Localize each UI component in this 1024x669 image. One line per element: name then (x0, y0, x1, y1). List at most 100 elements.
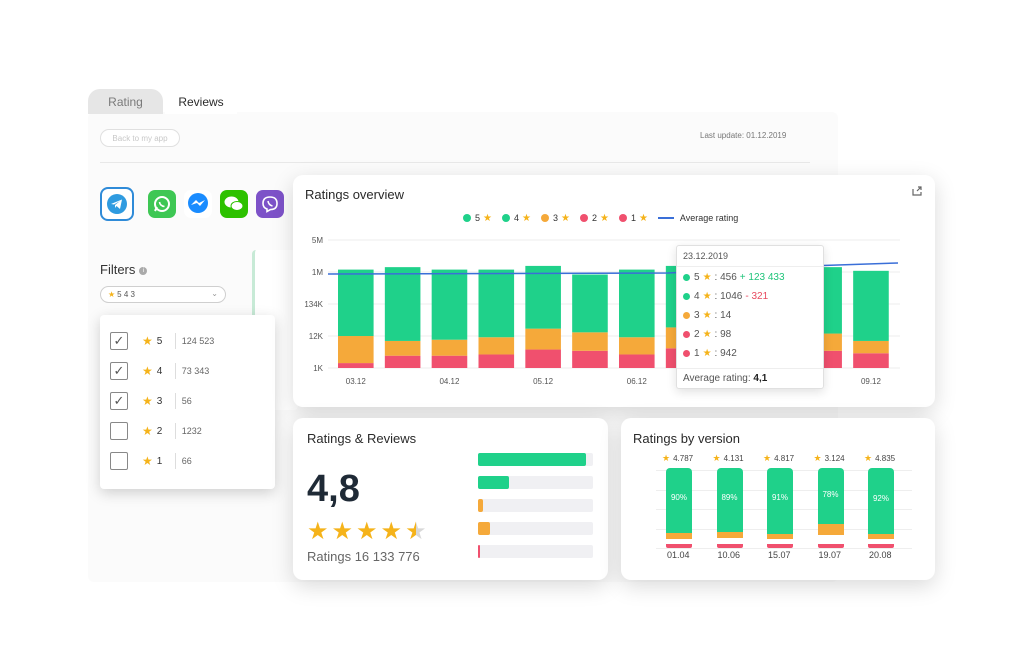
legend-label: 5 (475, 213, 481, 223)
app-viber[interactable] (256, 190, 284, 218)
version-bar-negative (666, 544, 692, 548)
legend-item-3[interactable]: 3 ★ (540, 213, 570, 224)
chevron-down-icon: ⌄ (211, 289, 218, 298)
bar-segment-2-1 (525, 349, 561, 368)
version-bar: 90% (666, 468, 692, 548)
version-rating-value: 4.131 (723, 454, 744, 463)
tab-reviews[interactable]: Reviews (165, 89, 237, 114)
tooltip-delta: + 123 433 (739, 272, 785, 283)
legend-item-average[interactable]: Average rating (657, 213, 738, 223)
checkbox[interactable] (110, 452, 128, 470)
tooltip-stars: 4 (694, 291, 700, 302)
tooltip-dot (683, 293, 690, 300)
tooltip-dot (683, 312, 690, 319)
version-bar-neutral (817, 524, 844, 535)
tooltip-average-label: Average rating: (683, 373, 751, 384)
y-tick-label: 1M (312, 268, 323, 277)
filter-option-stars: 4 (156, 365, 163, 377)
version-percent: 91% (771, 493, 788, 503)
checkbox[interactable] (110, 422, 128, 440)
version-label: 01.04 (667, 550, 690, 560)
legend-dot (463, 214, 471, 222)
distribution-bar (478, 476, 593, 489)
app-messenger[interactable] (184, 190, 212, 218)
chart-tooltip: 23.12.2019 5 ★: 456 + 123 433 4 ★: 1046- 32… (676, 245, 824, 389)
tooltip-value: : 1046 (714, 291, 743, 302)
tooltip-stars: 1 (694, 348, 700, 359)
version-percent: 89% (721, 492, 738, 502)
filter-option-5[interactable]: ✓ ★ 5 124 523 (110, 331, 270, 351)
app-whatsapp[interactable] (148, 190, 176, 218)
star-icon: ★ (142, 454, 153, 468)
checkbox[interactable]: ✓ (110, 362, 128, 380)
filter-select[interactable]: ★ 5 4 3 ⌄ (100, 286, 226, 303)
separator (174, 423, 176, 439)
bar-segment-5-4 (478, 269, 515, 338)
bar-segment-5-4 (853, 270, 889, 341)
legend-item-2[interactable]: 2 ★ (579, 213, 609, 224)
grid-line (656, 548, 912, 549)
x-tick-label: 04.12 (439, 377, 460, 386)
version-bar-negative (716, 544, 743, 548)
filter-option-4[interactable]: ✓ ★ 4 73 343 (110, 361, 270, 381)
checkbox[interactable]: ✓ (110, 332, 128, 350)
chart-legend: 5 ★ 4 ★ 3 ★ 2 ★ 1 ★ Average rating (463, 211, 748, 225)
filters-label: Filters (100, 262, 136, 277)
filter-option-count: 66 (181, 456, 192, 466)
version-bar: 89% (716, 468, 743, 548)
back-to-app-button[interactable]: Back to my app (100, 129, 180, 147)
y-tick-label: 1K (313, 364, 323, 373)
tooltip-row-5: 5 ★: 456 + 123 433 (683, 272, 785, 283)
filter-option-stars: 5 (156, 335, 163, 347)
x-tick-label: 09.12 (861, 377, 882, 386)
star-icon: ★ (702, 310, 712, 321)
version-bar-positive (666, 468, 692, 533)
tab-rating[interactable]: Rating (88, 89, 163, 114)
bar-segment-3 (384, 340, 421, 356)
tooltip-average-value: 4,1 (753, 373, 768, 384)
tooltip-row-2: 2 ★: 98 (683, 329, 731, 340)
version-bar-positive (868, 468, 894, 535)
y-tick-label: 134K (304, 300, 323, 309)
star-icon: ★ (662, 453, 671, 463)
card-title: Ratings overview (305, 187, 404, 202)
version-bar-neutral (767, 533, 793, 540)
version-bar-positive (767, 468, 793, 534)
star-icon: ★ (813, 453, 822, 463)
bar-segment-2-1 (478, 354, 515, 368)
version-rating: ★ 4.131 (713, 453, 744, 464)
star-icon: ★ (522, 212, 531, 224)
x-tick-label: 05.12 (533, 377, 554, 386)
info-icon[interactable]: i (139, 266, 148, 275)
version-bar-neutral (868, 534, 894, 540)
filter-selected-value: 5 4 3 (117, 290, 135, 299)
filter-option-1[interactable]: ★ 1 66 (110, 451, 270, 471)
distribution-bar-fill (478, 545, 481, 558)
app-telegram[interactable] (100, 187, 134, 221)
ratings-by-version-card: Ratings by version ★ 4.787 90% 01.04 ★ 4.131 8… (621, 418, 935, 580)
export-icon[interactable] (911, 185, 923, 197)
legend-item-5[interactable]: 5 ★ (463, 213, 492, 224)
half-star-icon: ★ (405, 518, 427, 545)
distribution-bar (478, 499, 593, 512)
y-tick-label: 12K (309, 332, 324, 341)
bar-segment-5-4 (572, 274, 608, 333)
bar-segment-5-4 (384, 267, 421, 341)
viber-icon (262, 196, 278, 213)
bar-segment-5-4 (619, 269, 655, 338)
legend-item-1[interactable]: 1 ★ (618, 213, 648, 224)
ratings-overview-card: Ratings overview 5 ★ 4 ★ 3 ★ 2 ★ 1 ★ Average … (293, 175, 935, 407)
version-rating-value: 4.787 (673, 454, 694, 463)
app-wechat[interactable] (220, 190, 248, 218)
legend-item-4[interactable]: 4 ★ (501, 212, 531, 224)
filter-option-3[interactable]: ✓ ★ 3 56 (110, 391, 270, 411)
filter-option-2[interactable]: ★ 2 1232 (110, 421, 270, 441)
checkbox[interactable]: ✓ (110, 392, 128, 410)
version-bar: 91% (767, 468, 793, 548)
version-label: 15.07 (768, 550, 791, 560)
version-bar: 78% (817, 468, 844, 548)
legend-dot (579, 214, 588, 222)
version-label: 19.07 (818, 550, 842, 560)
card-title: Ratings & Reviews (307, 431, 417, 446)
tooltip-dot (683, 350, 690, 357)
